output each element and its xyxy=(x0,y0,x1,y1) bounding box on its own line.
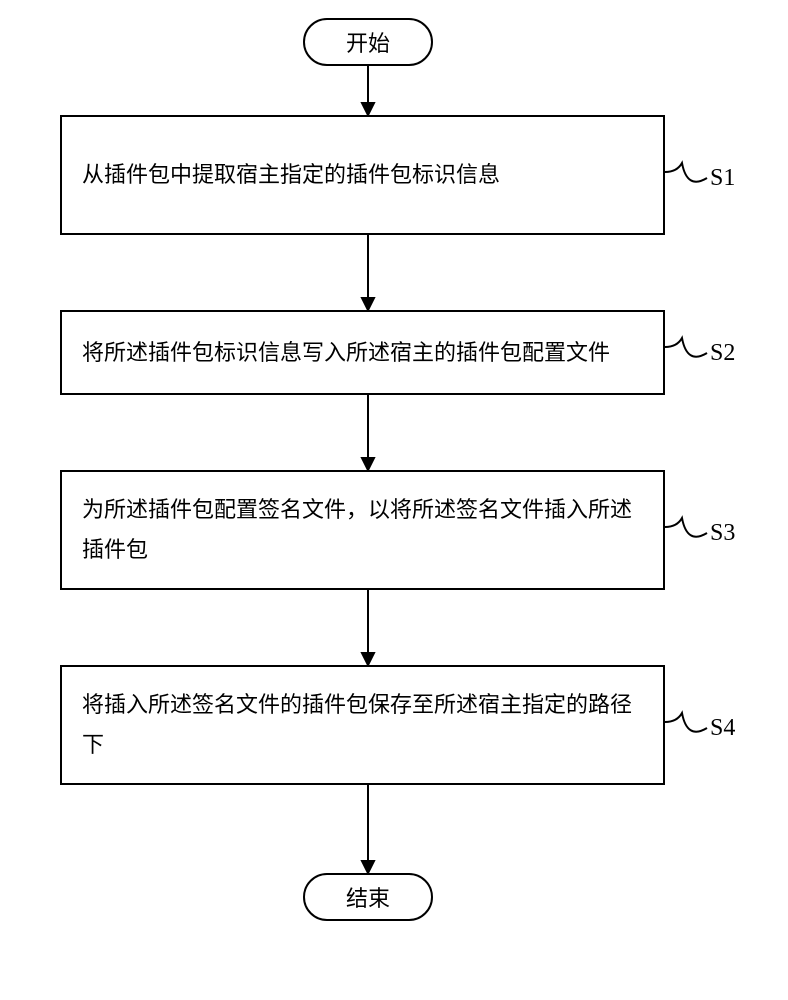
step-s2-box: 将所述插件包标识信息写入所述宿主的插件包配置文件 xyxy=(60,310,665,395)
arrow-start-s1 xyxy=(358,66,378,115)
step-s4-label: S4 xyxy=(710,715,735,742)
start-label: 开始 xyxy=(346,26,390,58)
step-s2-text: 将所述插件包标识信息写入所述宿主的插件包配置文件 xyxy=(82,333,610,373)
step-s3-label: S3 xyxy=(710,520,735,547)
step-s1-box: 从插件包中提取宿主指定的插件包标识信息 xyxy=(60,115,665,235)
step-s4-text: 将插入所述签名文件的插件包保存至所述宿主指定的路径下 xyxy=(82,685,643,764)
curve-s1 xyxy=(665,160,710,195)
step-s4-box: 将插入所述签名文件的插件包保存至所述宿主指定的路径下 xyxy=(60,665,665,785)
curve-s4 xyxy=(665,710,710,745)
flowchart-container: 开始 从插件包中提取宿主指定的插件包标识信息 S1 将所述插件包标识信息写入所述… xyxy=(0,0,788,1000)
arrow-s3-s4 xyxy=(358,590,378,665)
curve-s2 xyxy=(665,335,710,370)
curve-s3 xyxy=(665,515,710,550)
step-s1-text: 从插件包中提取宿主指定的插件包标识信息 xyxy=(82,155,500,195)
arrow-s1-s2 xyxy=(358,235,378,310)
step-s3-box: 为所述插件包配置签名文件，以将所述签名文件插入所述插件包 xyxy=(60,470,665,590)
step-s1-label: S1 xyxy=(710,165,735,192)
end-node: 结束 xyxy=(303,873,433,921)
step-s2-label: S2 xyxy=(710,340,735,367)
arrow-s4-end xyxy=(358,785,378,873)
step-s3-text: 为所述插件包配置签名文件，以将所述签名文件插入所述插件包 xyxy=(82,490,643,569)
start-node: 开始 xyxy=(303,18,433,66)
end-label: 结束 xyxy=(346,881,390,913)
arrow-s2-s3 xyxy=(358,395,378,470)
